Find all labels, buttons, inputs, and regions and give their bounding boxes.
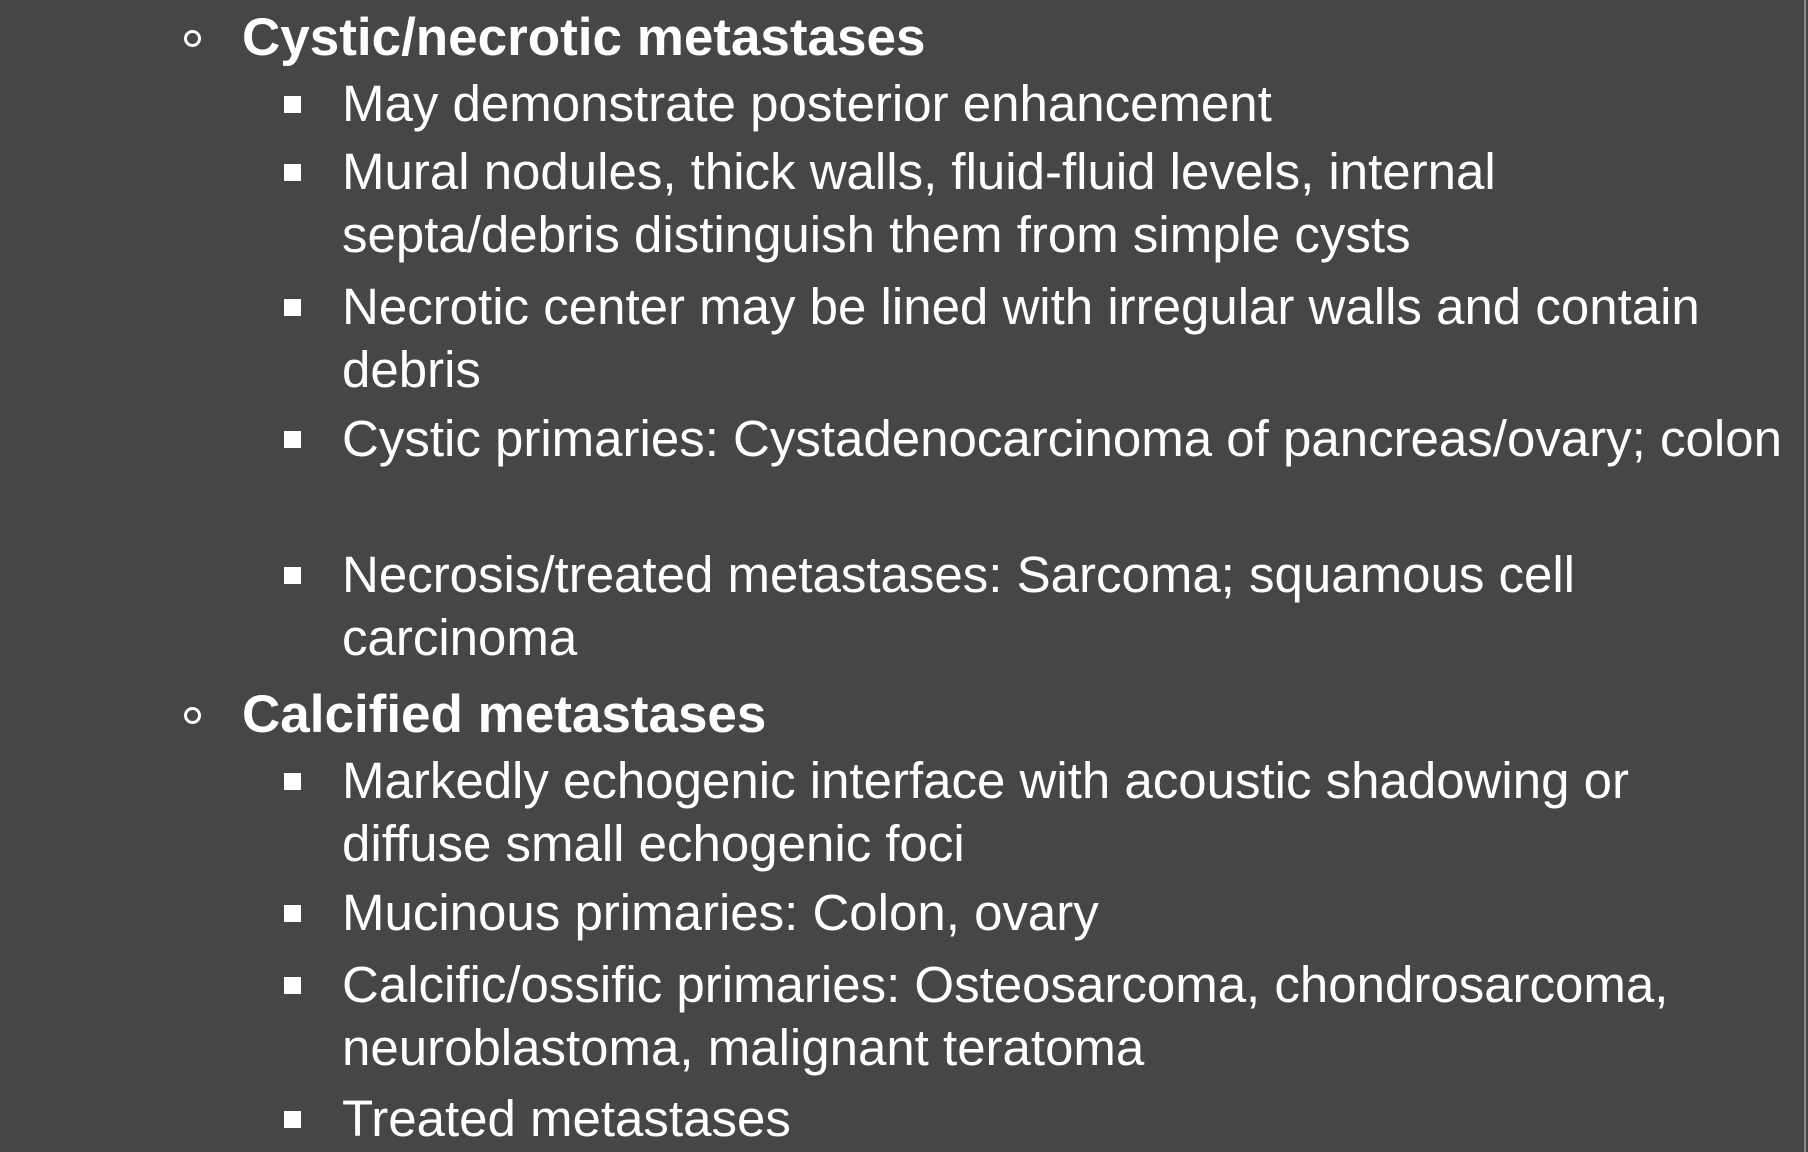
list-item: Necrosis/treated metastases: Sarcoma; sq… — [342, 546, 1576, 666]
hollow-circle-bullet-icon — [184, 707, 201, 724]
square-bullet-icon — [284, 164, 301, 181]
list-item: Cystic primaries: Cystadenocarcinoma of … — [342, 410, 1782, 467]
list-item: May demonstrate posterior enhancement — [342, 75, 1272, 132]
list-item: Necrotic center may be lined with irregu… — [342, 278, 1700, 398]
hollow-circle-bullet-icon — [184, 30, 201, 47]
square-bullet-icon — [284, 905, 301, 922]
square-bullet-icon — [284, 567, 301, 584]
list-item: Calcific/ossific primaries: Osteosarcoma… — [342, 956, 1669, 1076]
square-bullet-icon — [284, 299, 301, 316]
list-item: Treated metastases — [342, 1090, 791, 1147]
square-bullet-icon — [284, 977, 301, 994]
square-bullet-icon — [284, 96, 301, 113]
section-heading: Cystic/necrotic metastases — [242, 8, 926, 67]
square-bullet-icon — [284, 773, 301, 790]
list-item: Markedly echogenic interface with acoust… — [342, 752, 1630, 872]
list-item: Mural nodules, thick walls, fluid-fluid … — [342, 143, 1496, 263]
section-heading: Calcified metastases — [242, 685, 767, 744]
square-bullet-icon — [284, 1111, 301, 1128]
right-edge-divider — [1804, 0, 1806, 1152]
square-bullet-icon — [284, 431, 301, 448]
list-item: Mucinous primaries: Colon, ovary — [342, 884, 1099, 941]
